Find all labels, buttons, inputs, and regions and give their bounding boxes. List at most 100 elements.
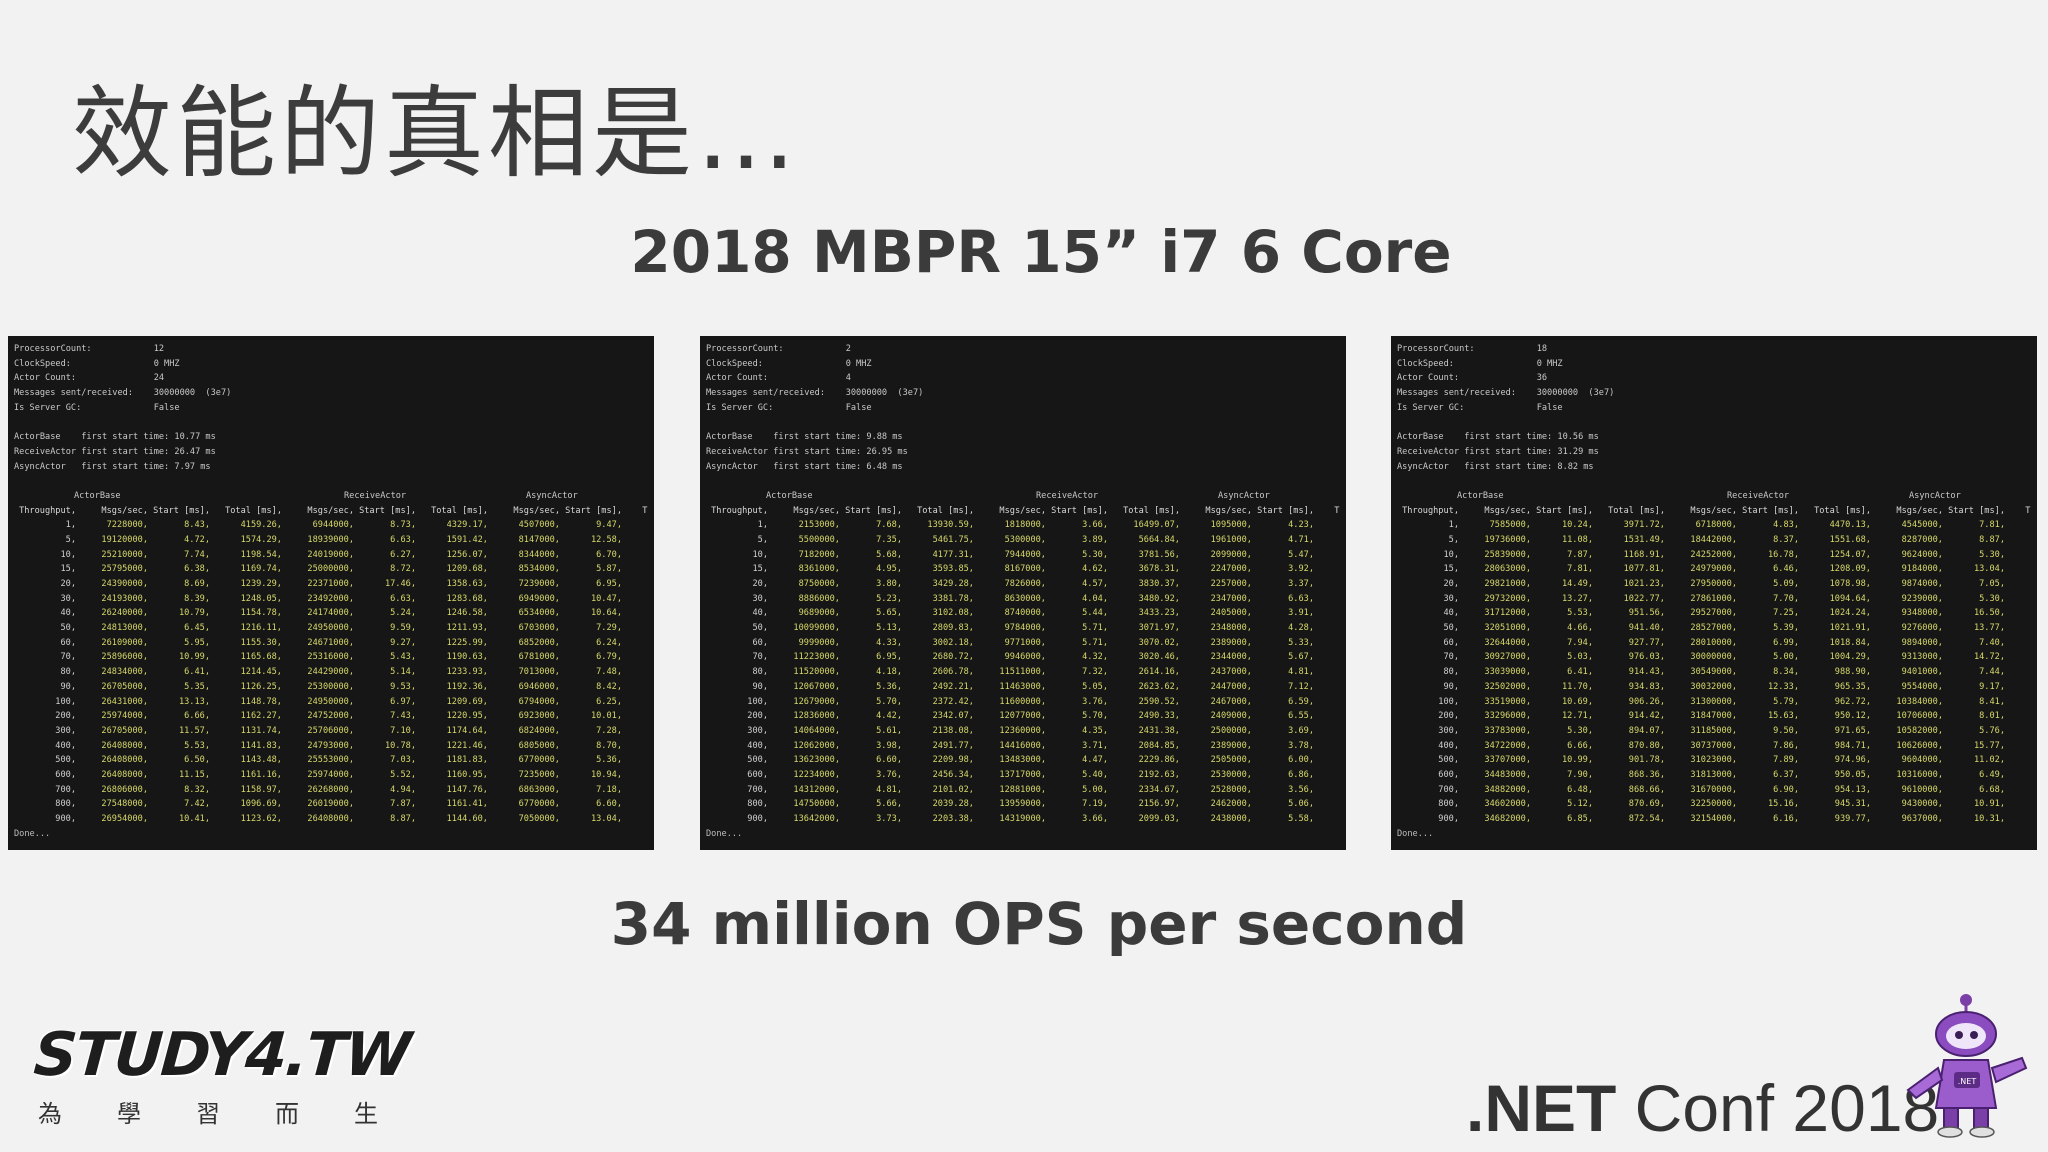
terminal-cell: 7.44, [1979,667,2005,678]
terminal-cell: 2372.42, [932,696,974,707]
terminal-data-row: 70, 25896000, 10.99, 1165.68, 25316000, 5.43,… [14,650,648,665]
terminal-cell: 6852000, [518,637,560,648]
terminal-cell: 4159.26, [240,520,282,531]
terminal-cell: 8534000, [518,564,560,575]
terminal-cell: 6.95, [596,579,622,589]
terminal-cell: 11.15, [178,769,210,780]
terminal-screenshot-3: ProcessorCount: 18 ClockSpeed: 0 MHZ Actor… [1391,336,2037,850]
terminal-cell: 872.54, [1628,814,1665,824]
terminal-group-label: ActorBase [766,490,813,501]
terminal-cell: 6703000, [518,623,560,634]
terminal-cell: 7.10, [390,725,416,736]
terminal-cell: 5300000, [1004,534,1046,545]
terminal-cell: 7.18, [596,784,622,795]
terminal-cell: 13717000, [999,769,1046,780]
terminal-cell: 10.24, [1561,520,1593,531]
terminal-cell: 2099000, [1210,549,1252,560]
terminal-column-label: Total [ms], [431,505,488,516]
terminal-cell: 24834000, [101,667,148,678]
terminal-data-row: 60, 9999000, 4.33, 3002.18, 9771000, 5.71, 307… [706,636,1340,651]
study4-logo-word: STUDY4.TW [31,1020,412,1090]
terminal-cell: 15303.09 [1314,533,1340,548]
terminal-cell: 6.60, [596,799,622,810]
terminal-cell: 10.01, [590,711,622,722]
terminal-start-time-line: ActorBase first start time: 10.56 ms [1397,432,1599,443]
terminal-cell: 26705000, [101,725,148,736]
terminal-cell: 2431.38, [1138,725,1180,736]
terminal-group-label: AsyncActor [526,490,578,501]
terminal-cell: 31670000, [1690,784,1737,795]
terminal-cell: 4430.88 [622,650,648,665]
terminal-data-row: 700, 14312000, 4.81, 2101.02, 12881000, 5.00,… [706,783,1340,798]
terminal-data-row: 600, 12234000, 3.76, 2456.34, 13717000, 5.40,… [706,768,1340,783]
terminal-cell: 14312000, [793,784,840,795]
terminal-cell: 900, [55,814,76,824]
terminal-cell: 10.69, [1561,696,1593,707]
terminal-cell: 70, [752,652,768,663]
terminal-blank-line [14,474,648,489]
terminal-cell: 900, [747,814,768,824]
terminal-cell: 5.52, [390,769,416,780]
terminal-cell: 1168.91, [1623,549,1665,560]
terminal-data-row: 90, 32502000, 11.70, 934.83, 30032000, 12.33,… [1397,680,2031,695]
terminal-cell: 34882000, [1484,784,1531,795]
terminal-cell: 2334.67, [1138,784,1180,795]
terminal-data-row: 1, 7585000, 10.24, 3971.72, 6718000, 4.83, 447… [1397,518,2031,533]
terminal-cell: 3521.46 [622,562,648,577]
terminal-cell: 14290.80 [1314,548,1340,563]
terminal-cell: 2490.33, [1138,711,1180,722]
terminal-cell: 14416000, [999,740,1046,751]
terminal-cell: 962.72, [1834,696,1871,707]
terminal-cell: 8630000, [1004,593,1046,604]
terminal-cell: 11463000, [999,681,1046,692]
terminal-cell: 300, [747,725,768,736]
terminal-cell: 1225.99, [446,637,488,648]
study4-sub-char: 為 [38,1100,62,1128]
terminal-cell: 5.06, [1288,799,1314,810]
terminal-start-time-line: AsyncActor first start time: 8.82 ms [1397,461,1594,472]
terminal-cell: 13.13, [178,696,210,707]
terminal-cell: 5.61, [876,725,902,736]
terminal-cell: 90, [752,681,768,692]
terminal-cell: 27861000, [1690,593,1737,604]
terminal-cell: 15.63, [1767,711,1799,722]
terminal-column-label: Msgs/sec, [513,505,560,516]
terminal-data-row: 90, 26705000, 5.35, 1126.25, 25300000, 9.53, 1… [14,680,648,695]
terminal-cell: 2623.62, [1138,681,1180,692]
terminal-cell: 6.95, [876,652,902,663]
terminal-cell: 30032000, [1690,681,1737,692]
terminal-cell: 6949000, [518,593,560,604]
terminal-cell: 10099000, [793,623,840,634]
terminal-blank-line [706,415,1340,430]
terminal-cell: 945.31, [1834,799,1871,810]
terminal-cell: 4.72, [184,534,210,545]
dotnet-bot-badge: .NET [1958,1077,1977,1086]
terminal-column-label: Throughput, [711,505,768,516]
terminal-cell: 25706000, [307,725,354,736]
terminal-column-label: Msgs/sec, [307,505,354,516]
terminal-cell: 5.30, [1979,593,2005,604]
terminal-cell: 6805000, [518,740,560,751]
terminal-cell: 10.91, [1973,799,2005,810]
terminal-cell: 7.40, [1979,637,2005,648]
terminal-cell: 8750000, [798,579,840,589]
terminal-cell: 7.87, [1567,549,1593,560]
terminal-cell: 9999000, [798,637,840,648]
terminal-cell: 11980.13 [1314,753,1340,768]
terminal-cell: 4601.79 [622,606,648,621]
terminal-cell: 600, [1438,769,1459,780]
terminal-cell: 40, [1443,608,1459,619]
terminal-cell: 3.66, [1082,814,1108,824]
terminal-column-label: Msgs/sec, [1205,505,1252,516]
terminal-cell: 3149.22 [2005,680,2031,695]
terminal-cell: 974.96, [1834,755,1871,766]
terminal-cell: 1, [1448,520,1459,531]
terminal-cell: 2606.78, [932,667,974,678]
terminal-column-header: Throughput, Msgs/sec, Start [ms], Total [ms… [1397,504,2031,519]
terminal-cell: 22371000, [307,579,354,589]
terminal-cell: 26268000, [307,784,354,795]
terminal-cell: 14064000, [793,725,840,736]
terminal-cell: 3.69, [1288,725,1314,736]
terminal-cell: 7.86, [1773,740,1799,751]
terminal-cell: 34602000, [1484,799,1531,810]
